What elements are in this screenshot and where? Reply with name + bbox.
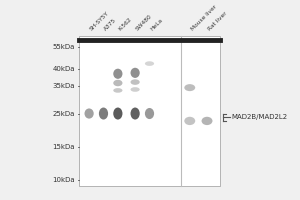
Bar (79, 36, 220, 186)
Text: SH-SY5Y: SH-SY5Y (89, 11, 110, 32)
Ellipse shape (99, 108, 108, 120)
Ellipse shape (145, 61, 154, 66)
Ellipse shape (130, 87, 140, 92)
Ellipse shape (184, 117, 195, 125)
Text: 10kDa: 10kDa (52, 177, 75, 183)
Ellipse shape (113, 80, 122, 86)
Text: Rat liver: Rat liver (207, 11, 228, 32)
Text: 55kDa: 55kDa (52, 44, 75, 50)
Text: 35kDa: 35kDa (52, 83, 75, 89)
Ellipse shape (130, 79, 140, 85)
Text: MAD2B/MAD2L2: MAD2B/MAD2L2 (232, 114, 288, 120)
Text: SW480: SW480 (135, 14, 153, 32)
Ellipse shape (113, 108, 122, 120)
Text: 25kDa: 25kDa (52, 111, 75, 117)
Ellipse shape (113, 88, 122, 93)
Ellipse shape (202, 117, 212, 125)
Text: K-562: K-562 (118, 17, 133, 32)
Text: 15kDa: 15kDa (52, 144, 75, 150)
Ellipse shape (184, 84, 195, 91)
Text: A375: A375 (103, 18, 118, 32)
Text: HeLa: HeLa (149, 18, 164, 32)
Ellipse shape (85, 108, 94, 119)
Ellipse shape (113, 69, 122, 79)
Ellipse shape (145, 108, 154, 119)
Text: 40kDa: 40kDa (52, 66, 75, 72)
Ellipse shape (130, 68, 140, 78)
Text: Mouse liver: Mouse liver (190, 4, 218, 32)
Ellipse shape (130, 108, 140, 120)
